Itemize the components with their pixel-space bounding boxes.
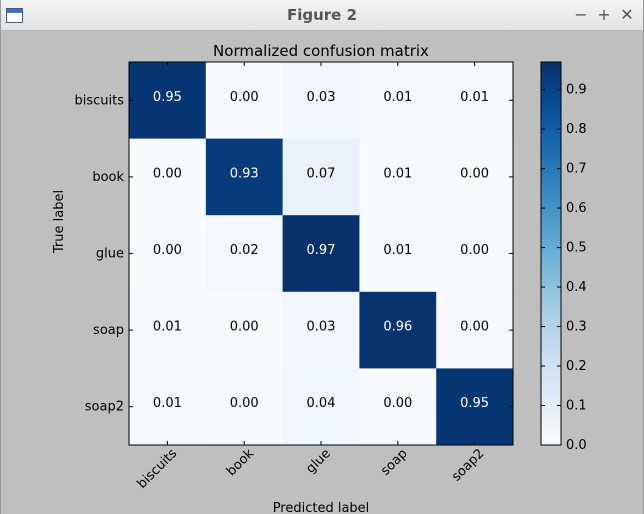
cell-value-label: 0.00: [383, 396, 412, 411]
figure-canvas: Normalized confusion matrix 0.95 0.00 0.03 0…: [52, 42, 587, 514]
y-tick-label: glue: [96, 247, 124, 262]
cell-value-label: 0.03: [307, 320, 336, 335]
colorbar-tick-label: 0.6: [566, 201, 587, 216]
cell-value-label: 0.01: [153, 320, 182, 335]
y-tick-label: soap2: [85, 400, 124, 415]
x-tick-label: soap2: [449, 446, 487, 484]
heatmap-cell: [129, 215, 207, 293]
cell-value-label: 0.93: [230, 166, 259, 181]
cell-value-label: 0.97: [307, 243, 336, 258]
close-button[interactable]: ✕: [620, 5, 634, 24]
x-tick-label: biscuits: [135, 446, 181, 492]
heatmap-cell: [129, 291, 207, 369]
colorbar-tick-label: 0.3: [566, 320, 587, 335]
heatmap-cell: [129, 138, 207, 216]
window-icon[interactable]: [6, 8, 23, 23]
y-axis-label: True label: [52, 190, 67, 254]
chart-title: Normalized confusion matrix: [213, 42, 429, 60]
heatmap-cell: [282, 138, 360, 216]
title-bar[interactable]: Figure 2 − + ✕: [0, 0, 644, 31]
cell-value-label: 0.02: [230, 243, 259, 258]
cell-value-label: 0.01: [383, 166, 412, 181]
maximize-button[interactable]: +: [597, 5, 611, 24]
colorbar-tick-label: 0.5: [566, 241, 587, 256]
heatmap-cell: [436, 215, 514, 293]
heatmap-cell: [282, 62, 360, 140]
cell-value-label: 0.00: [460, 320, 489, 335]
colorbar-tick-label: 0.9: [566, 83, 587, 98]
cell-value-label: 0.01: [153, 396, 182, 411]
heatmap-cell: [359, 138, 437, 216]
heatmap-cell: [205, 62, 284, 140]
window-border-left: [0, 0, 1, 514]
cell-value-label: 0.04: [307, 396, 336, 411]
window-title: Figure 2: [286, 6, 358, 24]
cell-value-label: 0.01: [383, 90, 412, 105]
colorbar-tick-label: 0.7: [566, 162, 587, 177]
heatmap-cell: [359, 215, 437, 293]
colorbar-tick-label: 0.1: [566, 399, 587, 414]
heatmap-cell: [129, 368, 207, 446]
cell-value-label: 0.01: [460, 90, 489, 105]
cell-value-label: 0.00: [230, 396, 259, 411]
x-tick-label: book: [224, 446, 257, 479]
y-tick-label: book: [92, 170, 124, 185]
cell-value-label: 0.00: [460, 166, 489, 181]
heatmap-cell: [359, 291, 437, 369]
cell-value-label: 0.00: [230, 90, 259, 105]
heatmap-cell: [436, 138, 514, 216]
heatmap-cell: [359, 62, 437, 140]
cell-value-label: 0.95: [460, 396, 489, 411]
x-tick-label: glue: [303, 446, 333, 476]
colorbar: [540, 61, 562, 446]
cell-value-label: 0.00: [153, 166, 182, 181]
cell-value-label: 0.00: [460, 243, 489, 258]
cell-value-label: 0.03: [307, 90, 336, 105]
cell-value-label: 0.00: [230, 320, 259, 335]
heatmap-cell: [282, 291, 360, 369]
x-tick-label: soap: [378, 446, 410, 478]
x-axis-label: Predicted label: [273, 501, 370, 514]
heatmap-cell: [359, 368, 437, 446]
cell-value-label: 0.95: [153, 90, 182, 105]
heatmap-cell: [205, 215, 284, 293]
cell-value-label: 0.96: [383, 320, 412, 335]
y-tick-label: soap: [93, 323, 124, 338]
cell-value-label: 0.01: [383, 243, 412, 258]
heatmap-cell: [282, 368, 360, 446]
cell-value-label: 0.07: [307, 166, 336, 181]
heatmap-cell: [436, 368, 514, 446]
heatmap-cell: [205, 138, 284, 216]
minimize-button[interactable]: −: [574, 5, 588, 24]
colorbar-tick-label: 0.2: [566, 359, 587, 374]
heatmap-cell: [436, 291, 514, 369]
y-tick-label: biscuits: [74, 93, 124, 108]
heatmap-cell: [129, 62, 207, 140]
heatmap-cell: [436, 62, 514, 140]
cell-value-label: 0.00: [153, 243, 182, 258]
heatmap-cell: [282, 215, 360, 293]
heatmap-cell: [205, 368, 284, 446]
colorbar-tick-label: 0.8: [566, 122, 587, 137]
colorbar-tick-label: 0.4: [566, 280, 587, 295]
heatmap-cell: [205, 291, 284, 369]
colorbar-tick-label: 0.0: [566, 438, 587, 453]
